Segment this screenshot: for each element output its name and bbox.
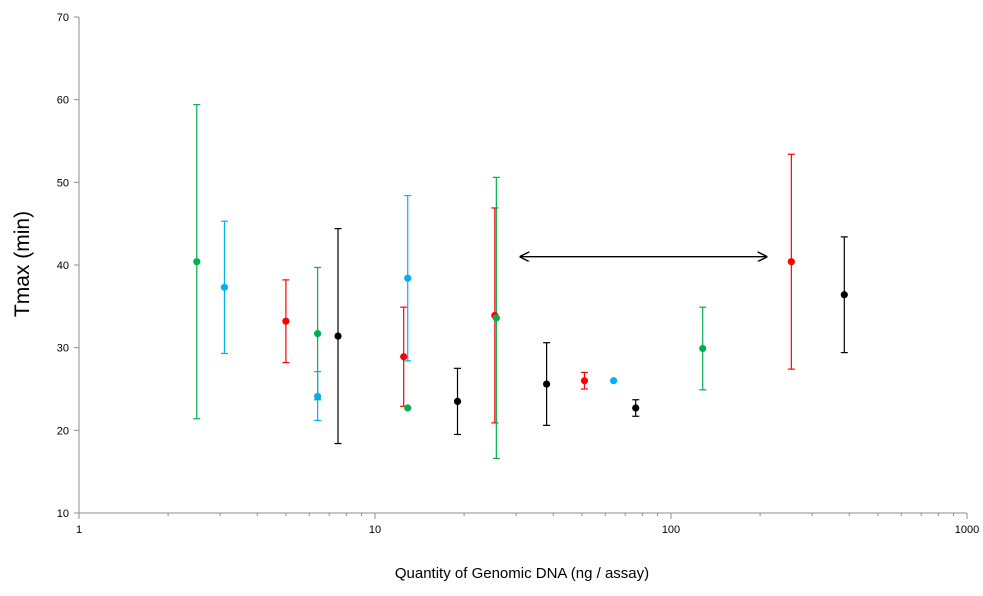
x-tick-label: 10: [369, 524, 381, 536]
data-point: [404, 404, 412, 412]
x-tick-label: 1000: [955, 524, 979, 536]
data-point: [193, 258, 201, 266]
data-point: [453, 397, 462, 405]
x-tick-label: 100: [662, 524, 680, 536]
y-axis-title: Tmax (min): [11, 211, 34, 317]
y-tick-label: 50: [57, 177, 69, 189]
data-points: [193, 258, 848, 412]
x-tick-label: 1: [76, 524, 82, 536]
data-point: [610, 377, 618, 385]
y-ticks: 10 20 30 40 50 60 70: [57, 12, 79, 520]
y-tick-label: 60: [57, 95, 69, 107]
data-point: [492, 314, 500, 322]
y-tick-label: 20: [57, 425, 69, 437]
data-point: [543, 380, 551, 388]
y-tick-label: 70: [57, 12, 69, 24]
data-point: [580, 377, 589, 385]
data-point: [282, 317, 290, 325]
y-tick-label: 30: [57, 343, 69, 355]
data-point: [220, 283, 229, 291]
y-tick-label: 40: [57, 260, 69, 272]
data-point: [404, 274, 412, 282]
x-axis-title: Quantity of Genomic DNA (ng / assay): [395, 565, 649, 582]
x-ticks: 1 10 100 1000: [76, 513, 979, 536]
error-bars: [193, 104, 848, 460]
data-point: [632, 404, 640, 412]
data-point: [314, 392, 322, 401]
data-point: [400, 353, 408, 361]
data-point: [840, 291, 848, 299]
data-point: [787, 258, 795, 266]
data-point: [314, 330, 322, 338]
axes: [78, 17, 967, 514]
data-point: [334, 332, 342, 340]
y-tick-label: 10: [57, 508, 69, 520]
data-point: [699, 344, 707, 353]
